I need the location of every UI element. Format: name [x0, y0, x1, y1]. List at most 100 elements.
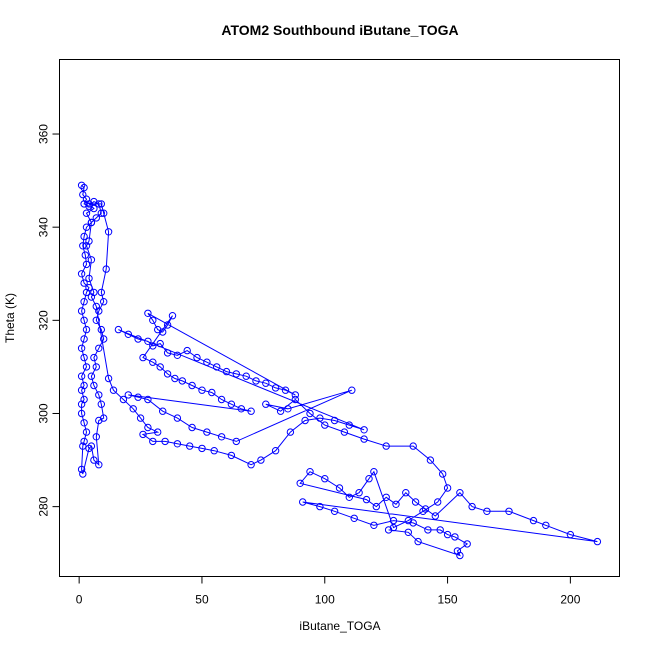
- data-point: [210, 447, 218, 455]
- data-point: [95, 344, 103, 352]
- data-point: [404, 528, 412, 536]
- data-point: [87, 372, 96, 380]
- data-point: [102, 265, 110, 273]
- data-point: [227, 400, 236, 408]
- data-point: [90, 353, 98, 362]
- data-point: [382, 442, 390, 450]
- data-point: [163, 321, 172, 329]
- x-axis: 0 50 100 150 200: [76, 576, 581, 607]
- data-point: [456, 551, 464, 560]
- data-point: [203, 428, 211, 436]
- data-point: [97, 288, 106, 297]
- plot-frame: [59, 59, 620, 577]
- x-axis-label: iButane_TOGA: [299, 619, 380, 633]
- data-point: [237, 405, 246, 413]
- data-point: [178, 377, 187, 385]
- data-point: [188, 381, 196, 390]
- data-point: [198, 386, 206, 394]
- data-point: [330, 416, 339, 425]
- data-point: [82, 209, 91, 217]
- data-point: [362, 495, 371, 504]
- data-point: [188, 423, 196, 432]
- data-point: [82, 260, 91, 269]
- data-point: [419, 507, 427, 515]
- data-point: [90, 204, 98, 213]
- data-point: [217, 433, 226, 441]
- data-point: [80, 437, 88, 446]
- data-point: [439, 470, 447, 478]
- data-point: [161, 437, 169, 446]
- data-point: [100, 335, 108, 343]
- data-point: [276, 407, 285, 415]
- data-point: [92, 433, 101, 441]
- data-point: [232, 370, 241, 378]
- data-point: [119, 395, 128, 404]
- data-point: [77, 465, 86, 474]
- data-point: [87, 218, 96, 227]
- data-point: [409, 519, 417, 527]
- data-point: [566, 530, 575, 539]
- data-point: [271, 384, 280, 392]
- y-axis-label: Theta (K): [3, 293, 17, 343]
- data-point: [348, 386, 356, 394]
- data-point: [80, 298, 88, 306]
- data-point: [286, 428, 295, 436]
- data-point: [301, 416, 309, 425]
- data-point: [456, 489, 464, 497]
- data-point: [262, 379, 270, 387]
- data-point: [424, 526, 432, 534]
- data-point: [389, 516, 398, 525]
- data-point: [80, 316, 88, 324]
- data-point: [168, 312, 177, 320]
- data-point: [402, 489, 410, 497]
- data-point: [82, 325, 91, 334]
- data-point: [100, 209, 108, 217]
- data-point: [134, 393, 142, 401]
- data-point: [345, 421, 353, 429]
- data-point: [77, 307, 86, 315]
- data-point: [299, 498, 307, 506]
- data-point: [382, 493, 390, 501]
- data-point: [436, 526, 444, 534]
- data-point: [355, 489, 363, 497]
- data-point: [92, 363, 101, 371]
- data-point: [296, 479, 304, 487]
- data-point: [414, 537, 422, 546]
- data-point: [90, 381, 98, 390]
- data-point: [100, 298, 108, 306]
- data-point: [203, 358, 211, 366]
- data-point: [104, 374, 113, 383]
- data-point: [139, 353, 147, 362]
- data-point: [77, 270, 86, 278]
- x-tick-label: 150: [438, 593, 458, 607]
- data-point: [97, 200, 106, 208]
- data-point: [443, 484, 452, 492]
- data-point: [330, 507, 339, 515]
- data-point: [434, 498, 442, 506]
- data-point: [306, 468, 314, 476]
- data-point: [227, 451, 236, 460]
- data-point: [321, 421, 329, 429]
- data-point: [124, 391, 133, 399]
- data-point: [392, 500, 400, 508]
- data-points: [77, 181, 602, 560]
- data-point: [411, 498, 420, 506]
- data-point: [171, 374, 179, 383]
- data-point: [173, 351, 182, 359]
- data-point: [321, 475, 329, 483]
- data-point: [257, 456, 265, 464]
- data-point: [384, 526, 393, 534]
- data-point: [291, 391, 299, 399]
- x-tick-label: 200: [560, 593, 580, 607]
- chart-title: ATOM2 Southbound iButane_TOGA: [221, 22, 458, 38]
- data-point: [159, 328, 167, 336]
- data-point: [291, 395, 299, 404]
- data-point: [144, 337, 152, 345]
- data-point: [97, 325, 106, 334]
- data-point: [156, 339, 164, 348]
- data-point: [79, 442, 87, 450]
- data-point: [80, 232, 88, 241]
- data-point: [149, 316, 157, 324]
- data-point: [350, 514, 358, 522]
- data-point: [77, 181, 86, 190]
